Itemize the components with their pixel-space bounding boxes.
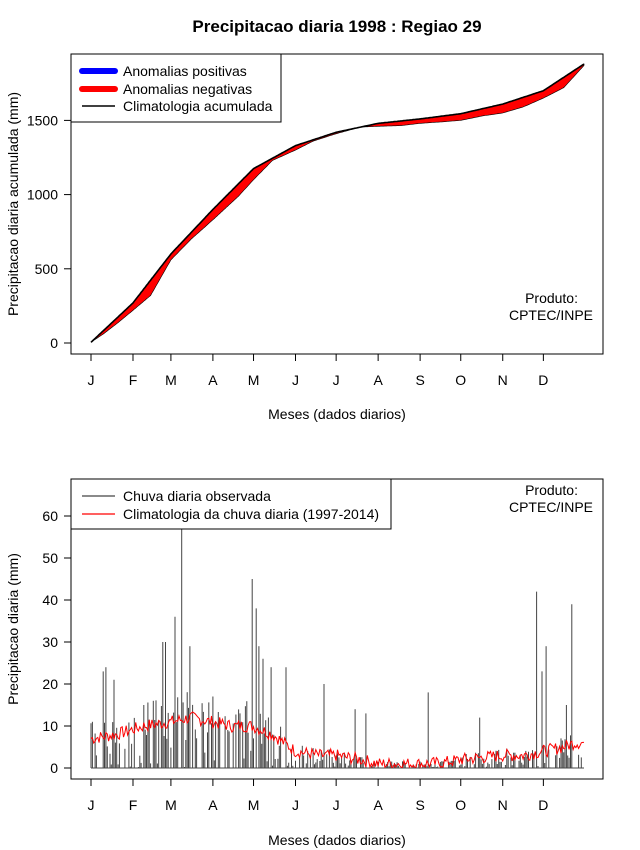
climatology-line <box>90 711 584 770</box>
x-tick-label: F <box>129 372 138 388</box>
x-axis-label-2: Meses (dados diarios) <box>268 832 406 848</box>
x-tick-label: N <box>498 372 508 388</box>
legend-1: Anomalias positivas Anomalias negativas … <box>70 53 282 123</box>
x-tick-label: D <box>538 797 548 813</box>
x-tick-label: J <box>333 797 340 813</box>
figure-title: Precipitacao diaria 1998 : Regiao 29 <box>192 17 481 36</box>
x-tick-label: A <box>208 797 218 813</box>
y-tick-label: 0 <box>50 335 58 351</box>
x-tick-label: O <box>455 797 466 813</box>
x-tick-label: M <box>165 797 177 813</box>
legend-label-climatology: Climatologia acumulada <box>123 98 273 114</box>
x-tick-label: J <box>292 372 299 388</box>
legend-label-positive: Anomalias positivas <box>123 63 247 79</box>
y-tick-label: 40 <box>42 592 58 608</box>
y-tick-label: 60 <box>42 508 58 524</box>
x-tick-label: A <box>373 797 383 813</box>
x-tick-label: S <box>415 797 424 813</box>
accumulated-chart: 0 500 1000 1500 J F M A M J J A S O N D Precipitacao d… <box>5 53 604 422</box>
x-tick-label: S <box>415 372 424 388</box>
y-axis-2: 0 10 20 30 40 50 60 <box>42 508 72 776</box>
y-axis-1: 0 500 1000 1500 <box>27 112 72 351</box>
climatology-daily-line <box>90 711 584 770</box>
y-tick-label: 20 <box>42 676 58 692</box>
daily-chart: 0 10 20 30 40 50 60 J F M A M J J A S O N D Precipitacao … <box>5 478 604 848</box>
y-tick-label: 1000 <box>27 187 58 203</box>
x-tick-label: F <box>129 797 138 813</box>
climatology-accumulated-line <box>90 63 585 343</box>
x-axis-label-1: Meses (dados diarios) <box>268 406 406 422</box>
x-tick-label: J <box>333 372 340 388</box>
legend-box-2 <box>70 478 392 530</box>
x-tick-label: M <box>248 797 260 813</box>
x-tick-label: N <box>498 797 508 813</box>
x-tick-label: D <box>538 372 548 388</box>
annotation-cptec-2: CPTEC/INPE <box>509 499 593 515</box>
y-tick-label: 500 <box>35 261 59 277</box>
annotation-produto-1: Produto: <box>525 290 578 306</box>
x-tick-label: J <box>88 797 95 813</box>
y-tick-label: 0 <box>50 760 58 776</box>
x-tick-label: A <box>208 372 218 388</box>
y-axis-label-2: Precipitacao diaria (mm) <box>5 553 21 705</box>
legend-label-climatology-daily: Climatologia da chuva diaria (1997-2014) <box>123 506 379 522</box>
y-tick-label: 1500 <box>27 112 58 128</box>
x-tick-label: A <box>373 372 383 388</box>
annotation-cptec-1: CPTEC/INPE <box>509 307 593 323</box>
x-tick-label: M <box>165 372 177 388</box>
legend-label-observed: Chuva diaria observada <box>123 488 271 504</box>
annotation-produto-2: Produto: <box>525 482 578 498</box>
x-tick-label: J <box>88 372 95 388</box>
x-tick-label: O <box>455 372 466 388</box>
legend-2: Chuva diaria observada Climatologia da c… <box>70 478 392 530</box>
x-tick-label: J <box>292 797 299 813</box>
x-tick-label: M <box>248 372 260 388</box>
y-axis-label-1: Precipitacao diaria acumulada (mm) <box>5 92 21 316</box>
y-tick-label: 10 <box>42 718 58 734</box>
y-tick-label: 50 <box>42 550 58 566</box>
anomaly-area <box>90 63 585 343</box>
daily-bars <box>90 524 584 769</box>
y-tick-label: 30 <box>42 634 58 650</box>
legend-label-negative: Anomalias negativas <box>123 81 252 97</box>
